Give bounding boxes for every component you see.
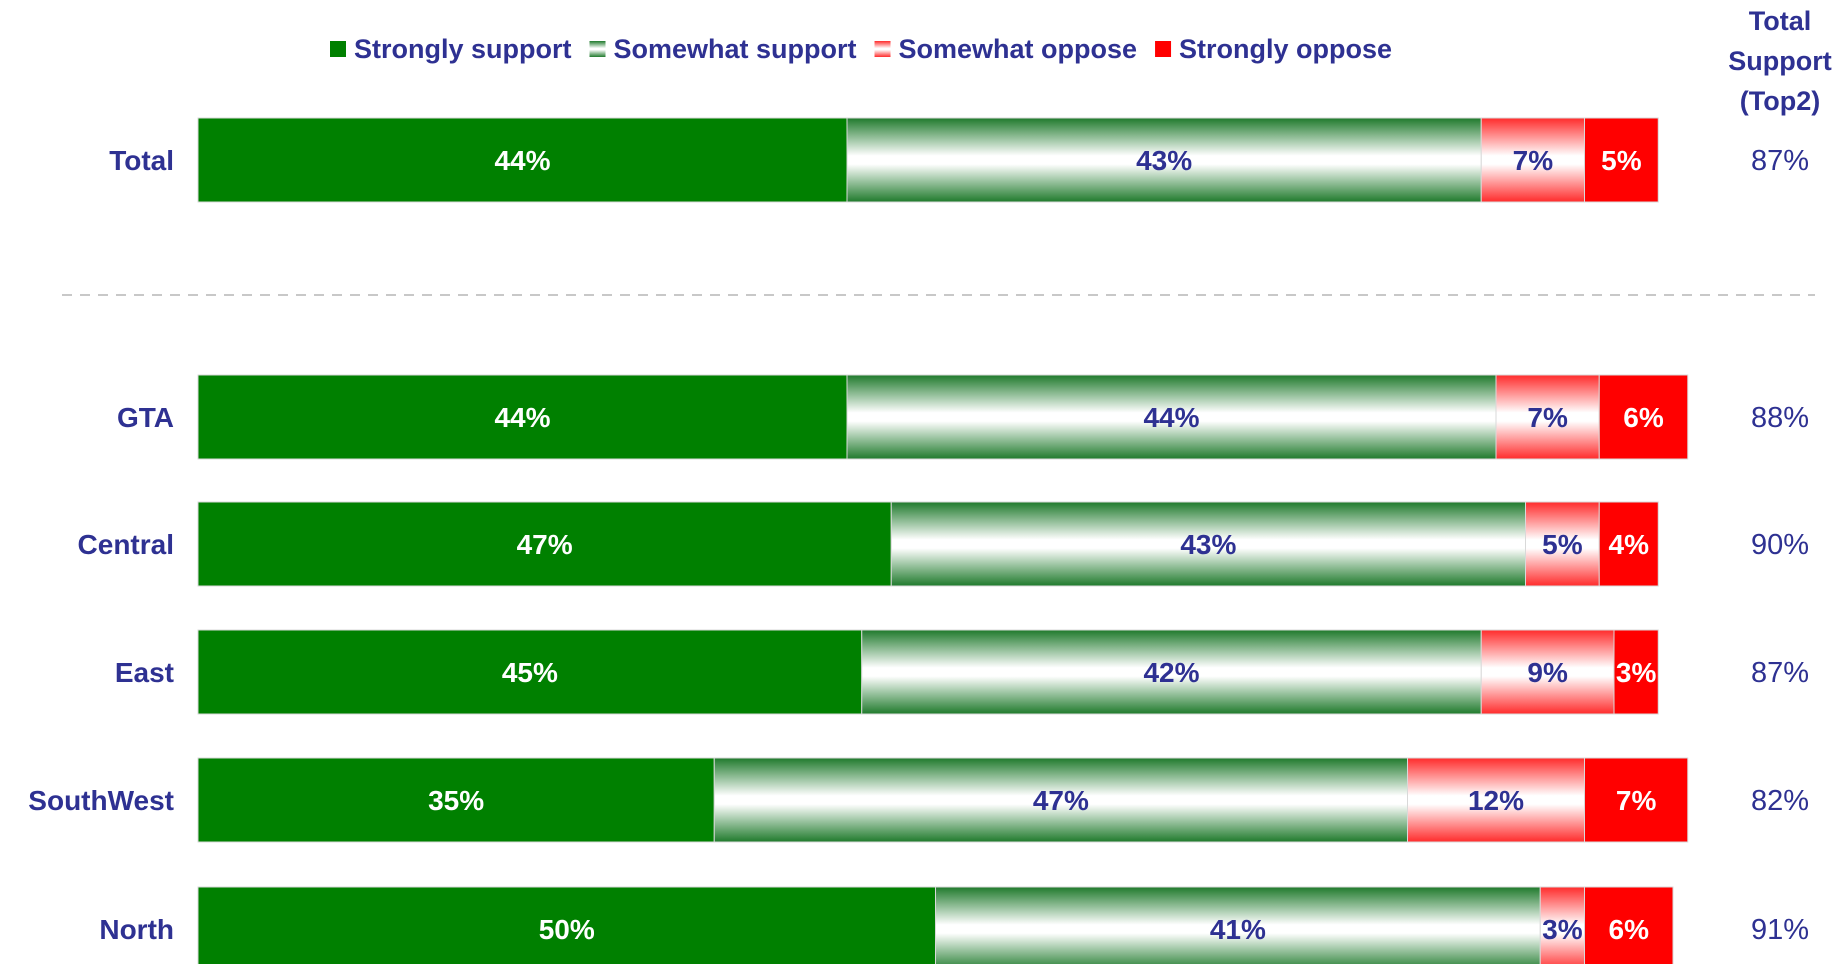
total-header-line: Total — [1749, 6, 1812, 36]
data-label-somewhat-oppose: 12% — [1468, 785, 1524, 816]
bar-segment-strongly-oppose — [1613, 629, 1659, 715]
bar-segment-somewhat-oppose — [1480, 117, 1585, 203]
data-label-somewhat-oppose: 3% — [1542, 914, 1583, 945]
data-label-strongly-support: 45% — [502, 657, 558, 688]
bar-row-north: North 50% 41% 3% 6% 91% — [99, 886, 1809, 969]
bar-row-southwest: SouthWest 35% 47% 12% 7% 82% — [28, 757, 1809, 843]
bar-segment-strongly-support — [197, 374, 848, 460]
total-support-value: 91% — [1751, 914, 1809, 946]
bar-segment-somewhat-support — [846, 374, 1497, 460]
bar-row-east: East 45% 42% 9% 3% 87% — [115, 629, 1809, 715]
bar-segment-somewhat-oppose — [1480, 629, 1615, 715]
bar-segment-somewhat-oppose — [1539, 886, 1585, 969]
total-header-line: (Top2) — [1740, 86, 1820, 116]
legend-swatch-somewhat-support — [589, 41, 606, 57]
category-label: East — [115, 657, 174, 688]
bar-segment-somewhat-oppose — [1495, 374, 1600, 460]
data-label-somewhat-support: 41% — [1210, 914, 1266, 945]
data-label-somewhat-support: 44% — [1143, 402, 1199, 433]
bars: Total 44% 43% 7% 5% 87% GTA 44% 44% 7% 6% 88% Centra… — [28, 117, 1815, 969]
bar-segment-somewhat-oppose — [1525, 501, 1600, 587]
legend-swatch-strongly-support — [330, 41, 346, 57]
bar-segment-strongly-oppose — [1598, 374, 1689, 460]
data-label-strongly-support: 50% — [539, 914, 595, 945]
legend-label-somewhat-support: Somewhat support — [614, 34, 857, 64]
bar-segment-strongly-oppose — [1584, 117, 1659, 203]
legend-item-somewhat-support: Somewhat support — [589, 34, 857, 64]
total-support-value: 87% — [1751, 657, 1809, 689]
legend-item-strongly-support: Strongly support — [330, 34, 572, 64]
category-label: Central — [78, 529, 174, 560]
category-label: North — [99, 914, 174, 945]
bar-segment-strongly-oppose — [1584, 886, 1674, 969]
total-support-value: 88% — [1751, 402, 1809, 434]
data-label-strongly-oppose: 6% — [1623, 402, 1664, 433]
data-label-somewhat-oppose: 7% — [1513, 145, 1554, 176]
total-support-header: Total Support (Top2) — [1728, 6, 1831, 116]
data-label-strongly-support: 44% — [494, 145, 550, 176]
data-label-strongly-oppose: 4% — [1609, 529, 1650, 560]
bar-segment-strongly-support — [197, 886, 936, 969]
bar-segment-somewhat-support — [846, 117, 1482, 203]
bar-segment-strongly-support — [197, 117, 848, 203]
category-label: SouthWest — [28, 785, 174, 816]
data-label-somewhat-support: 42% — [1143, 657, 1199, 688]
bar-segment-somewhat-support — [890, 501, 1526, 587]
bar-segment-somewhat-support — [713, 757, 1408, 843]
bar-segment-strongly-support — [197, 757, 715, 843]
data-label-somewhat-support: 47% — [1033, 785, 1089, 816]
legend-label-strongly-support: Strongly support — [354, 34, 572, 64]
data-label-strongly-oppose: 3% — [1616, 657, 1657, 688]
bar-segment-strongly-oppose — [1584, 757, 1689, 843]
legend: Strongly support Somewhat support Somewhat… — [330, 34, 1392, 64]
bar-segment-strongly-oppose — [1598, 501, 1659, 587]
data-label-somewhat-support: 43% — [1180, 529, 1236, 560]
data-label-strongly-support: 44% — [494, 402, 550, 433]
bar-row-gta: GTA 44% 44% 7% 6% 88% — [117, 374, 1809, 460]
total-support-value: 87% — [1751, 145, 1809, 177]
legend-item-strongly-oppose: Strongly oppose — [1155, 34, 1392, 64]
bar-row-total: Total 44% 43% 7% 5% 87% — [109, 117, 1809, 203]
legend-label-strongly-oppose: Strongly oppose — [1179, 34, 1392, 64]
bar-row-central: Central 47% 43% 5% 4% 90% — [78, 501, 1809, 587]
data-label-strongly-oppose: 6% — [1609, 914, 1650, 945]
category-label: GTA — [117, 402, 174, 433]
bar-segment-strongly-support — [197, 629, 863, 715]
bar-segment-somewhat-oppose — [1407, 757, 1585, 843]
data-label-somewhat-oppose: 5% — [1542, 529, 1583, 560]
legend-swatch-strongly-oppose — [1155, 41, 1172, 57]
legend-item-somewhat-oppose: Somewhat oppose — [874, 34, 1138, 64]
data-label-strongly-oppose: 5% — [1601, 145, 1642, 176]
category-label: Total — [109, 145, 174, 176]
total-header-line: Support — [1728, 46, 1831, 76]
data-label-strongly-oppose: 7% — [1616, 785, 1657, 816]
data-label-strongly-support: 35% — [428, 785, 484, 816]
data-label-somewhat-oppose: 9% — [1527, 657, 1568, 688]
data-label-somewhat-oppose: 7% — [1527, 402, 1568, 433]
legend-label-somewhat-oppose: Somewhat oppose — [899, 34, 1138, 64]
total-support-value: 82% — [1751, 785, 1809, 817]
data-label-strongly-support: 47% — [517, 529, 573, 560]
bar-segment-somewhat-support — [861, 629, 1482, 715]
legend-swatch-somewhat-oppose — [874, 41, 891, 57]
total-support-value: 90% — [1751, 529, 1809, 561]
data-label-somewhat-support: 43% — [1136, 145, 1192, 176]
